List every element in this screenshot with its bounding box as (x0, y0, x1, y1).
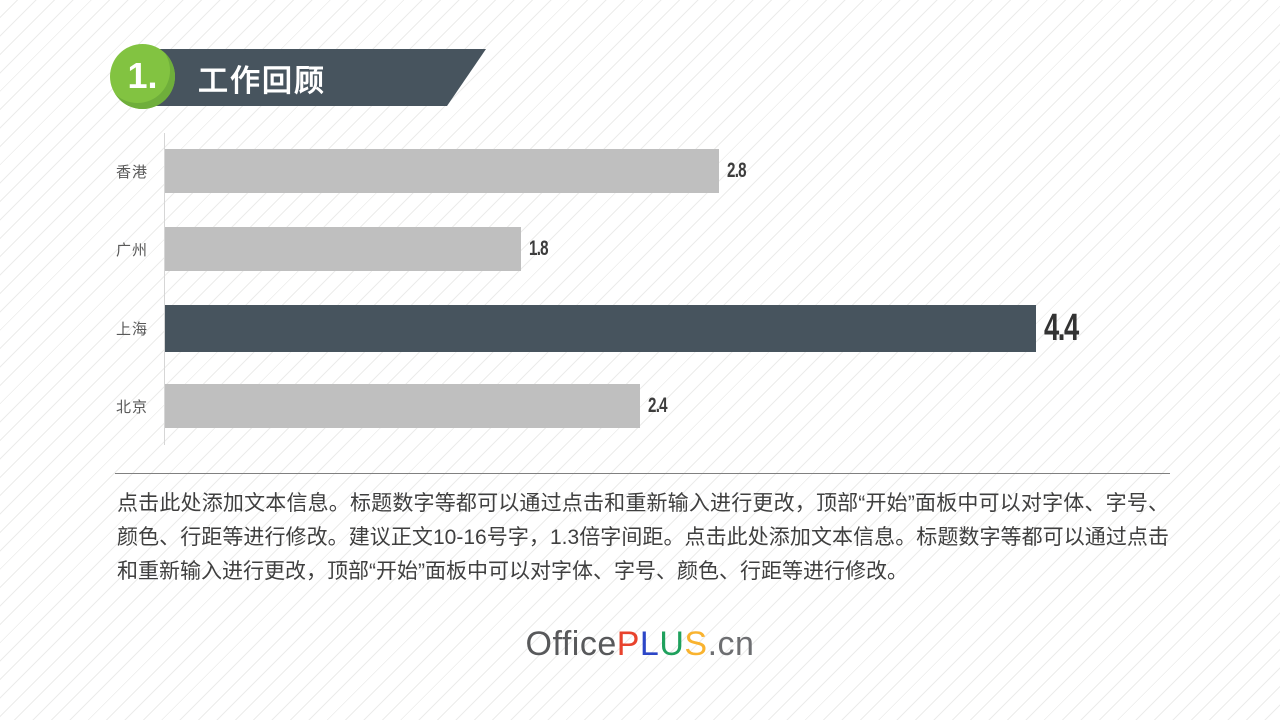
bar-row: 香港 2.8 (0, 149, 1280, 193)
bar-value-label: 4.4 (1044, 307, 1079, 349)
bar-row: 上海 4.4 (0, 305, 1280, 352)
body-paragraph: 点击此处添加文本信息。标题数字等都可以通过点击和重新输入进行更改，顶部“开始”面… (117, 492, 1169, 583)
logo-letter: Office (525, 624, 617, 663)
bar (165, 227, 521, 271)
officeplus-logo: Office P L U S .cn (0, 622, 1280, 666)
bar-value-label: 2.4 (648, 394, 668, 417)
bar (165, 149, 719, 193)
bar-row: 北京 2.4 (0, 384, 1280, 428)
section-number: 1. (127, 54, 158, 96)
bar-chart: 香港 2.8 广州 1.8 上海 4.4 北京 2.4 (0, 133, 1280, 445)
section-number-badge: 1. (110, 44, 175, 109)
category-label: 上海 (115, 321, 148, 338)
bar (165, 384, 640, 428)
chart-axis-line (164, 133, 165, 445)
logo-letter: S (684, 624, 708, 663)
bar-value-label: 1.8 (529, 237, 549, 260)
category-label: 广州 (115, 241, 148, 259)
category-label: 香港 (115, 163, 148, 181)
bar-value-label: 2.8 (727, 159, 747, 182)
logo-letter: U (659, 624, 685, 663)
divider-line (115, 473, 1170, 474)
logo-letter: L (639, 624, 660, 663)
logo-letter: .cn (707, 624, 755, 663)
section-title-banner: 工作回顾 (150, 49, 486, 106)
bar (165, 305, 1036, 352)
category-label: 北京 (115, 398, 148, 416)
logo-letter: P (616, 624, 640, 663)
section-title: 工作回顾 (198, 64, 326, 98)
bar-row: 广州 1.8 (0, 227, 1280, 271)
